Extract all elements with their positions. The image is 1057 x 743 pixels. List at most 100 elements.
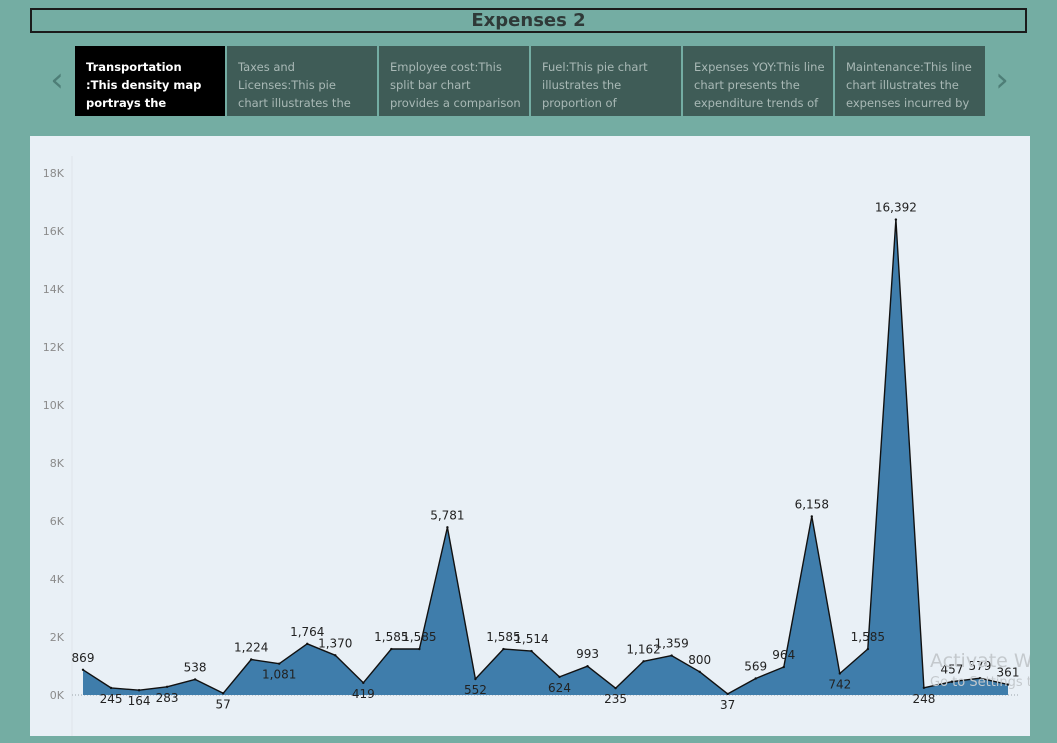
data-point (922, 686, 926, 690)
data-point (306, 642, 309, 646)
y-tick-label: 18K (43, 167, 65, 180)
data-point (726, 692, 729, 696)
data-point (446, 526, 449, 529)
story-point-5[interactable]: Expenses YOY:This line chart presents th… (683, 46, 833, 116)
data-point (502, 647, 505, 651)
data-label: 552 (464, 683, 487, 697)
data-label: 5,781 (430, 508, 464, 522)
data-label: 245 (100, 692, 123, 706)
data-point (81, 668, 85, 671)
data-point (866, 647, 870, 651)
y-tick-label: 4K (50, 573, 65, 586)
data-label: 800 (688, 653, 711, 667)
data-label: 57 (216, 697, 231, 711)
data-label: 16,392 (875, 201, 917, 215)
data-label: 538 (184, 660, 207, 674)
data-label: 1,224 (234, 641, 268, 655)
chart-panel: 0K 2K 4K 6K 8K 10K 12K 14K 16K 18K 869 245 164 283 538… (30, 136, 1030, 736)
data-point (221, 692, 225, 695)
data-point (109, 686, 113, 690)
chevron-left-icon: ‹ (50, 60, 64, 100)
data-point (474, 677, 477, 681)
data-label: 869 (72, 651, 95, 665)
data-point (165, 685, 169, 688)
data-point (278, 662, 281, 665)
data-label: 1,585 (486, 630, 520, 644)
story-point-2[interactable]: Taxes and Licenses:This pie chart illust… (227, 46, 377, 116)
data-point (978, 677, 982, 680)
data-point (754, 677, 757, 680)
y-tick-label: 14K (43, 283, 65, 296)
data-label: 1,359 (654, 637, 688, 651)
data-label: 235 (604, 692, 627, 706)
data-label: 419 (352, 687, 375, 701)
data-label: 164 (128, 694, 151, 708)
data-point (193, 678, 197, 681)
data-label: 1,370 (318, 636, 352, 650)
previous-story-point-button[interactable]: ‹ (45, 60, 69, 100)
story-point-3[interactable]: Employee cost:This split bar chart provi… (379, 46, 529, 116)
dashboard-title: Expenses 2 (30, 8, 1027, 33)
data-point (362, 681, 365, 685)
data-point (838, 672, 842, 675)
data-label: 1,514 (514, 632, 548, 646)
data-point (558, 675, 561, 679)
data-point (530, 649, 533, 653)
activate-windows-watermark: Activate Wind Go to Settings to a (930, 650, 1030, 694)
story-navigator: Transportation :This density map portray… (75, 46, 985, 116)
watermark-line-2: Go to Settings to a (930, 675, 1030, 690)
data-point (614, 686, 617, 690)
expense-area (83, 219, 1008, 695)
data-point (137, 689, 141, 692)
data-label: 1,081 (262, 668, 296, 682)
y-tick-label: 10K (43, 399, 65, 412)
data-label: 6,158 (795, 497, 829, 511)
data-label: 624 (548, 681, 571, 695)
data-label: 248 (912, 692, 935, 706)
story-point-4[interactable]: Fuel:This pie chart illustrates the prop… (531, 46, 681, 116)
data-point (782, 665, 785, 669)
data-point (950, 680, 954, 683)
dashboard-title-text: Expenses 2 (471, 10, 586, 31)
watermark-line-1: Activate Wind (930, 650, 1030, 672)
data-label: 964 (772, 648, 795, 662)
data-label: 1,764 (290, 625, 324, 639)
data-label: 1,585 (851, 630, 885, 644)
data-label: 1,585 (374, 630, 408, 644)
data-point (670, 654, 673, 657)
y-tick-label: 2K (50, 631, 65, 644)
data-point (586, 665, 589, 668)
data-point (390, 647, 393, 651)
chevron-right-icon: › (995, 60, 1009, 100)
expense-line (82, 218, 1009, 695)
data-label: 361 (997, 666, 1020, 680)
data-point (334, 654, 337, 657)
story-point-label: Maintenance:This line chart illustrates … (846, 60, 972, 110)
story-point-label: Employee cost:This split bar chart provi… (390, 60, 521, 110)
y-tick-label: 6K (50, 515, 65, 528)
story-point-label: Taxes and Licenses:This pie chart illust… (238, 60, 351, 110)
y-tick-label: 16K (43, 225, 65, 238)
data-label: 993 (576, 647, 599, 661)
story-point-1[interactable]: Transportation :This density map portray… (75, 46, 225, 116)
next-story-point-button[interactable]: › (990, 60, 1014, 100)
data-label: 742 (828, 677, 851, 691)
data-label: 283 (156, 691, 179, 705)
data-point (249, 658, 253, 661)
data-point (698, 670, 701, 673)
data-label: 1,162 (626, 642, 660, 656)
y-tick-label: 0K (50, 689, 65, 702)
story-point-6[interactable]: Maintenance:This line chart illustrates … (835, 46, 985, 116)
data-point (810, 515, 813, 518)
data-label: 569 (744, 659, 767, 673)
story-point-label: Expenses YOY:This line chart presents th… (694, 60, 825, 110)
data-label: 579 (969, 659, 992, 673)
story-point-label: Fuel:This pie chart illustrates the prop… (542, 60, 648, 110)
data-point (418, 647, 421, 651)
data-label: 1,585 (402, 630, 436, 644)
data-point (642, 660, 645, 663)
story-point-label: Transportation :This density map portray… (86, 60, 202, 110)
y-tick-label: 8K (50, 457, 65, 470)
data-label: 457 (940, 663, 963, 677)
data-point (894, 218, 898, 221)
